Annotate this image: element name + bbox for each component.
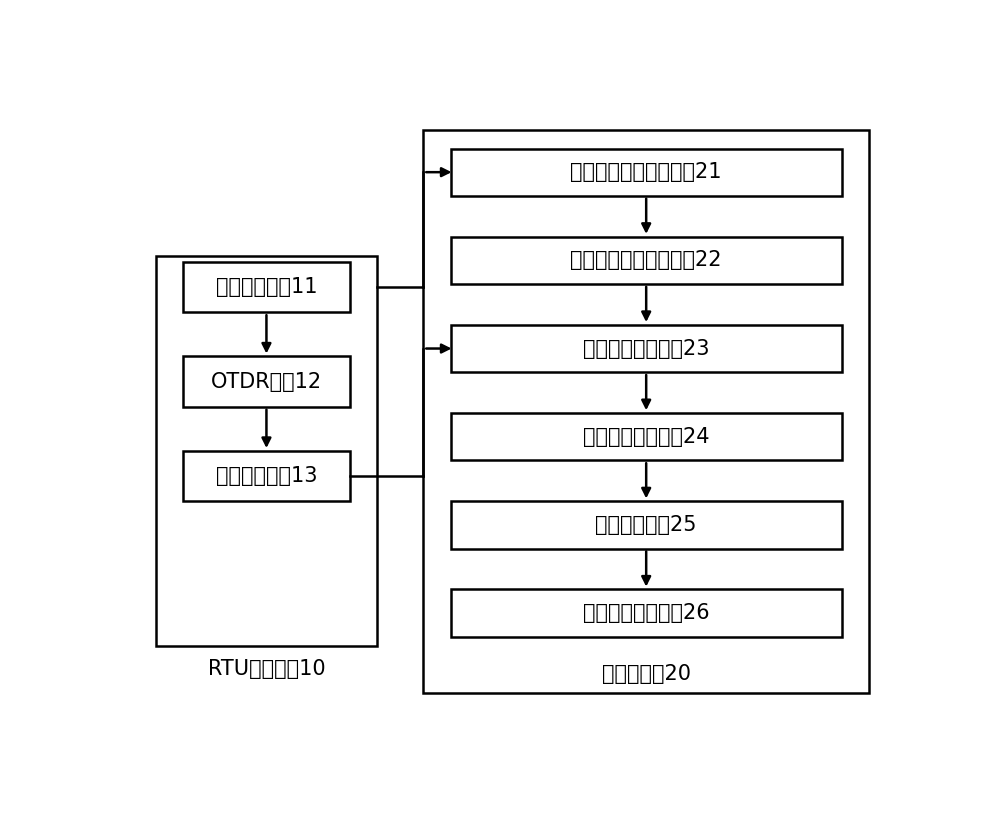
Bar xyxy=(450,590,842,636)
Text: OTDR模块12: OTDR模块12 xyxy=(211,371,322,392)
Text: 轮巡测试计划处理模块21: 轮巡测试计划处理模块21 xyxy=(570,162,722,182)
Bar xyxy=(450,149,842,196)
Bar xyxy=(156,255,377,646)
Bar xyxy=(423,129,869,694)
Bar xyxy=(183,357,350,407)
Text: 管理控制模块11: 管理控制模块11 xyxy=(216,277,317,297)
Text: 纤芯测试结果处理模块22: 纤芯测试结果处理模块22 xyxy=(570,250,722,270)
Bar xyxy=(450,236,842,284)
Text: 备纤监测模块13: 备纤监测模块13 xyxy=(216,466,317,486)
Text: 网管服务器20: 网管服务器20 xyxy=(602,664,691,685)
Text: 确认结果反馈模块26: 确认结果反馈模块26 xyxy=(583,603,710,623)
Bar xyxy=(450,325,842,372)
Text: 告警信息生成模块24: 告警信息生成模块24 xyxy=(583,427,709,447)
Text: RTU测试设备10: RTU测试设备10 xyxy=(208,658,325,679)
Text: 故障信息显示模块23: 故障信息显示模块23 xyxy=(583,339,709,358)
Text: 告警处理模块25: 告警处理模块25 xyxy=(595,515,697,535)
Bar xyxy=(450,501,842,549)
Bar xyxy=(450,413,842,461)
Bar xyxy=(183,262,350,312)
Bar xyxy=(183,451,350,501)
